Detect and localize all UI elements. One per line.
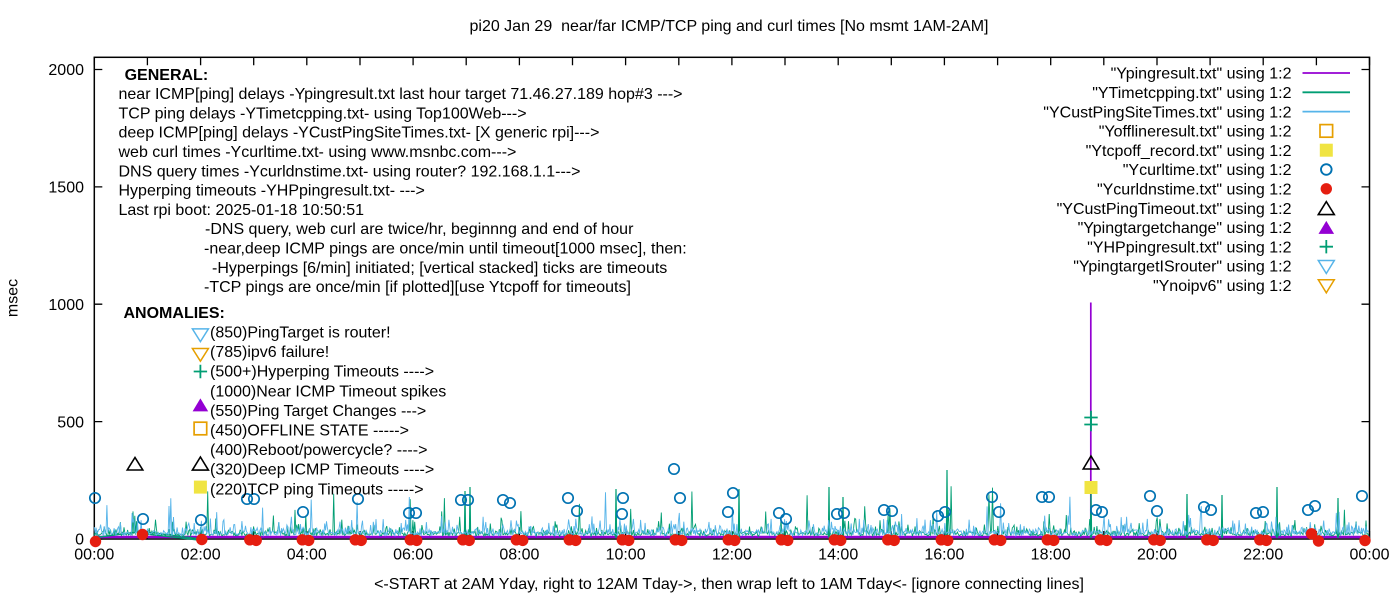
- svg-text:pi20 Jan 29 near/far ICMP/TCP: pi20 Jan 29 near/far ICMP/TCP ping and c…: [469, 18, 988, 35]
- svg-text:08:00: 08:00: [499, 547, 539, 564]
- svg-text:near ICMP[ping] delays -Ypingr: near ICMP[ping] delays -Ypingresult.txt …: [119, 86, 683, 103]
- svg-text:DNS query times -Ycurldnstime.: DNS query times -Ycurldnstime.txt- using…: [119, 163, 581, 180]
- svg-text:20:00: 20:00: [1137, 547, 1177, 564]
- svg-text:-TCP pings are once/min [if pl: -TCP pings are once/min [if plotted][use…: [204, 279, 631, 296]
- svg-text:"Ytcpoff_record.txt" using 1:2: "Ytcpoff_record.txt" using 1:2: [1086, 143, 1292, 160]
- svg-text:(450)OFFLINE STATE ----->: (450)OFFLINE STATE ----->: [210, 423, 409, 440]
- svg-text:14:00: 14:00: [818, 547, 858, 564]
- svg-text:web curl times -Ycurltime.txt-: web curl times -Ycurltime.txt- using www…: [118, 144, 517, 161]
- svg-text:"Ypingresult.txt" using 1:2: "Ypingresult.txt" using 1:2: [1111, 66, 1292, 83]
- svg-text:"Ycurltime.txt" using 1:2: "Ycurltime.txt" using 1:2: [1123, 162, 1292, 179]
- svg-text:Last rpi boot: 2025-01-18 10:5: Last rpi boot: 2025-01-18 10:50:51: [119, 202, 365, 219]
- svg-text:"Ypingtargetchange" using 1:2: "Ypingtargetchange" using 1:2: [1078, 220, 1292, 237]
- svg-text:ANOMALIES:: ANOMALIES:: [124, 305, 225, 322]
- svg-text:(320)Deep ICMP Timeouts ---->: (320)Deep ICMP Timeouts ---->: [210, 462, 434, 479]
- svg-text:-near,deep ICMP pings are once: -near,deep ICMP pings are once/min until…: [204, 241, 687, 258]
- svg-text:deep ICMP[ping] delays -YCustP: deep ICMP[ping] delays -YCustPingSiteTim…: [119, 125, 600, 142]
- svg-text:GENERAL:: GENERAL:: [125, 67, 209, 84]
- svg-text:"YCustPingSiteTimes.txt" using: "YCustPingSiteTimes.txt" using 1:2: [1043, 104, 1291, 121]
- svg-text:06:00: 06:00: [393, 547, 433, 564]
- svg-text:18:00: 18:00: [1031, 547, 1071, 564]
- svg-text:12:00: 12:00: [712, 547, 752, 564]
- svg-text:2000: 2000: [48, 62, 84, 79]
- svg-text:Hyperping timeouts -YHPpingres: Hyperping timeouts -YHPpingresult.txt- -…: [119, 183, 425, 200]
- svg-text:"YTimetcpping.txt" using 1:2: "YTimetcpping.txt" using 1:2: [1092, 85, 1291, 102]
- svg-text:<-START at 2AM Yday, right to: <-START at 2AM Yday, right to 12AM Tday-…: [374, 576, 1084, 593]
- svg-text:(400)Reboot/powercycle? ---->: (400)Reboot/powercycle? ---->: [210, 442, 427, 459]
- svg-text:22:00: 22:00: [1243, 547, 1283, 564]
- svg-text:(500+)Hyperping Timeouts ---->: (500+)Hyperping Timeouts ---->: [210, 364, 434, 381]
- svg-text:-Hyperpings [6/min] initiated;: -Hyperpings [6/min] initiated; [vertical…: [212, 260, 667, 277]
- svg-text:(785)ipv6 failure!: (785)ipv6 failure!: [210, 344, 329, 361]
- svg-text:"Ynoipv6" using 1:2: "Ynoipv6" using 1:2: [1153, 278, 1292, 295]
- svg-text:10:00: 10:00: [606, 547, 646, 564]
- svg-text:1500: 1500: [48, 180, 84, 197]
- svg-text:00:00: 00:00: [74, 547, 114, 564]
- svg-text:"YpingtargetISrouter" using 1:: "YpingtargetISrouter" using 1:2: [1073, 259, 1291, 276]
- svg-text:(220)TCP ping Timeouts ----->: (220)TCP ping Timeouts ----->: [210, 481, 424, 498]
- svg-text:00:00: 00:00: [1349, 547, 1389, 564]
- svg-text:"Ycurldnstime.txt" using 1:2: "Ycurldnstime.txt" using 1:2: [1097, 182, 1292, 199]
- svg-text:1000: 1000: [48, 297, 84, 314]
- svg-text:(850)PingTarget is router!: (850)PingTarget is router!: [210, 325, 391, 342]
- svg-text:04:00: 04:00: [287, 547, 327, 564]
- svg-text:(1000)Near ICMP Timeout spikes: (1000)Near ICMP Timeout spikes: [210, 383, 446, 400]
- svg-text:msec: msec: [5, 279, 22, 317]
- svg-text:"YHPpingresult.txt" using 1:2: "YHPpingresult.txt" using 1:2: [1087, 239, 1291, 256]
- svg-text:"YCustPingTimeout.txt" using 1: "YCustPingTimeout.txt" using 1:2: [1057, 201, 1292, 218]
- svg-text:-DNS query, web curl are twice: -DNS query, web curl are twice/hr, begin…: [205, 221, 634, 238]
- svg-text:500: 500: [57, 414, 84, 431]
- svg-text:16:00: 16:00: [924, 547, 964, 564]
- svg-text:"Yofflineresult.txt" using 1:2: "Yofflineresult.txt" using 1:2: [1099, 124, 1292, 141]
- svg-text:0: 0: [75, 532, 84, 549]
- svg-text:02:00: 02:00: [181, 547, 221, 564]
- svg-text:TCP ping delays -YTimetcpping.: TCP ping delays -YTimetcpping.txt- using…: [119, 105, 527, 122]
- svg-text:(550)Ping Target Changes --->: (550)Ping Target Changes --->: [210, 403, 426, 420]
